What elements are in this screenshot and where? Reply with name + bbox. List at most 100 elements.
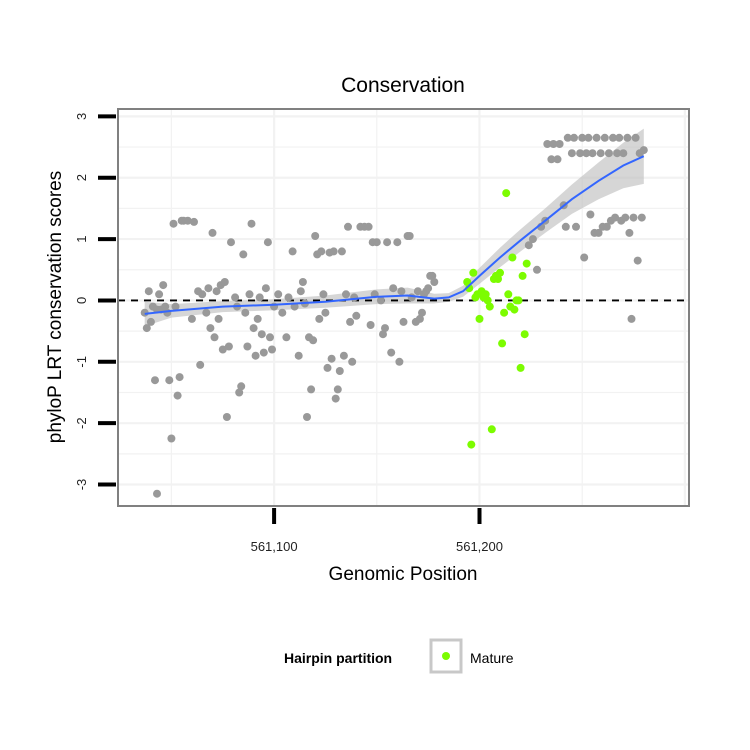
data-point (224, 342, 233, 351)
data-point (576, 149, 585, 158)
data-point (165, 376, 174, 385)
chart-title: Conservation (341, 74, 465, 97)
data-point (315, 314, 324, 323)
grid-lines (118, 109, 689, 506)
data-point (241, 308, 250, 317)
data-point (588, 149, 597, 158)
data-point (222, 413, 231, 421)
data-point (366, 321, 375, 329)
data-point (609, 133, 617, 142)
data-point (231, 293, 240, 302)
data-point-mature (504, 290, 513, 299)
legend-title: Hairpin partition (284, 650, 392, 666)
data-point (337, 247, 346, 256)
data-point (187, 314, 196, 323)
data-point (163, 308, 172, 317)
data-point (239, 250, 248, 259)
data-point (619, 149, 628, 158)
data-point-mature (508, 253, 517, 262)
data-point (319, 290, 328, 299)
data-point-mature (487, 425, 496, 434)
data-point (303, 413, 311, 421)
data-point (633, 256, 642, 265)
data-point (190, 217, 198, 226)
data-point (580, 253, 589, 262)
data-point (547, 155, 556, 164)
y-tick-label: -1 (74, 356, 89, 368)
data-point (364, 222, 373, 231)
data-point (220, 278, 229, 286)
data-point (214, 314, 223, 323)
data-point (171, 302, 180, 311)
data-point-mature (502, 189, 511, 198)
data-point (247, 219, 256, 228)
data-point (572, 222, 580, 231)
data-point (584, 133, 593, 142)
data-point (405, 232, 414, 240)
data-point (625, 228, 634, 237)
data-point (274, 290, 283, 299)
y-axis-title: phyloP LRT conservation scores (45, 171, 66, 444)
data-point (196, 360, 205, 369)
data-point (549, 140, 558, 148)
data-point (198, 290, 207, 299)
smooth-trend-line (144, 155, 645, 315)
data-point (399, 317, 408, 326)
data-point (592, 133, 601, 142)
data-point (210, 333, 219, 342)
data-point-mature (520, 330, 529, 339)
data-point-mature (518, 271, 527, 280)
data-point (379, 330, 387, 339)
points-mature (463, 189, 531, 449)
data-point (321, 308, 330, 317)
data-point (331, 394, 340, 403)
data-point (208, 228, 217, 237)
data-point (255, 293, 264, 302)
data-point (567, 149, 576, 158)
data-point (372, 238, 381, 247)
data-point (253, 314, 262, 323)
data-point (204, 284, 213, 293)
y-tick-label: 1 (74, 235, 89, 242)
data-point-mature (481, 290, 490, 299)
data-point (288, 247, 297, 256)
data-point (627, 314, 636, 323)
x-tick-label: 561,200 (456, 539, 503, 554)
data-point (296, 287, 305, 296)
points-other (140, 133, 648, 498)
data-point (604, 149, 613, 158)
data-point (524, 241, 533, 250)
data-point (615, 133, 624, 142)
data-point (155, 290, 164, 299)
data-point-mature (498, 339, 507, 348)
data-point (629, 213, 638, 222)
data-point-mature (467, 440, 476, 449)
data-point-mature (469, 268, 478, 277)
data-point (578, 133, 587, 142)
data-point (407, 293, 416, 302)
x-axis: 561,100 561,200 (251, 508, 503, 554)
y-tick-label: 3 (74, 113, 89, 120)
data-point (533, 265, 541, 274)
data-point (161, 302, 170, 311)
data-point (175, 373, 184, 382)
data-point (553, 155, 562, 164)
data-point-mature (516, 363, 525, 372)
data-point (602, 222, 611, 231)
data-point (339, 351, 348, 360)
data-point (389, 284, 398, 293)
data-point (266, 333, 274, 342)
data-point (637, 213, 646, 222)
data-point-mature (485, 302, 494, 311)
data-point (245, 290, 254, 299)
data-point (621, 213, 630, 222)
data-point (140, 308, 149, 317)
data-point (393, 238, 402, 247)
data-point (397, 287, 406, 296)
data-point (582, 149, 591, 158)
data-point (415, 314, 424, 323)
data-point (395, 357, 404, 366)
data-point (428, 271, 437, 280)
data-point (387, 348, 396, 357)
data-point (218, 345, 227, 354)
